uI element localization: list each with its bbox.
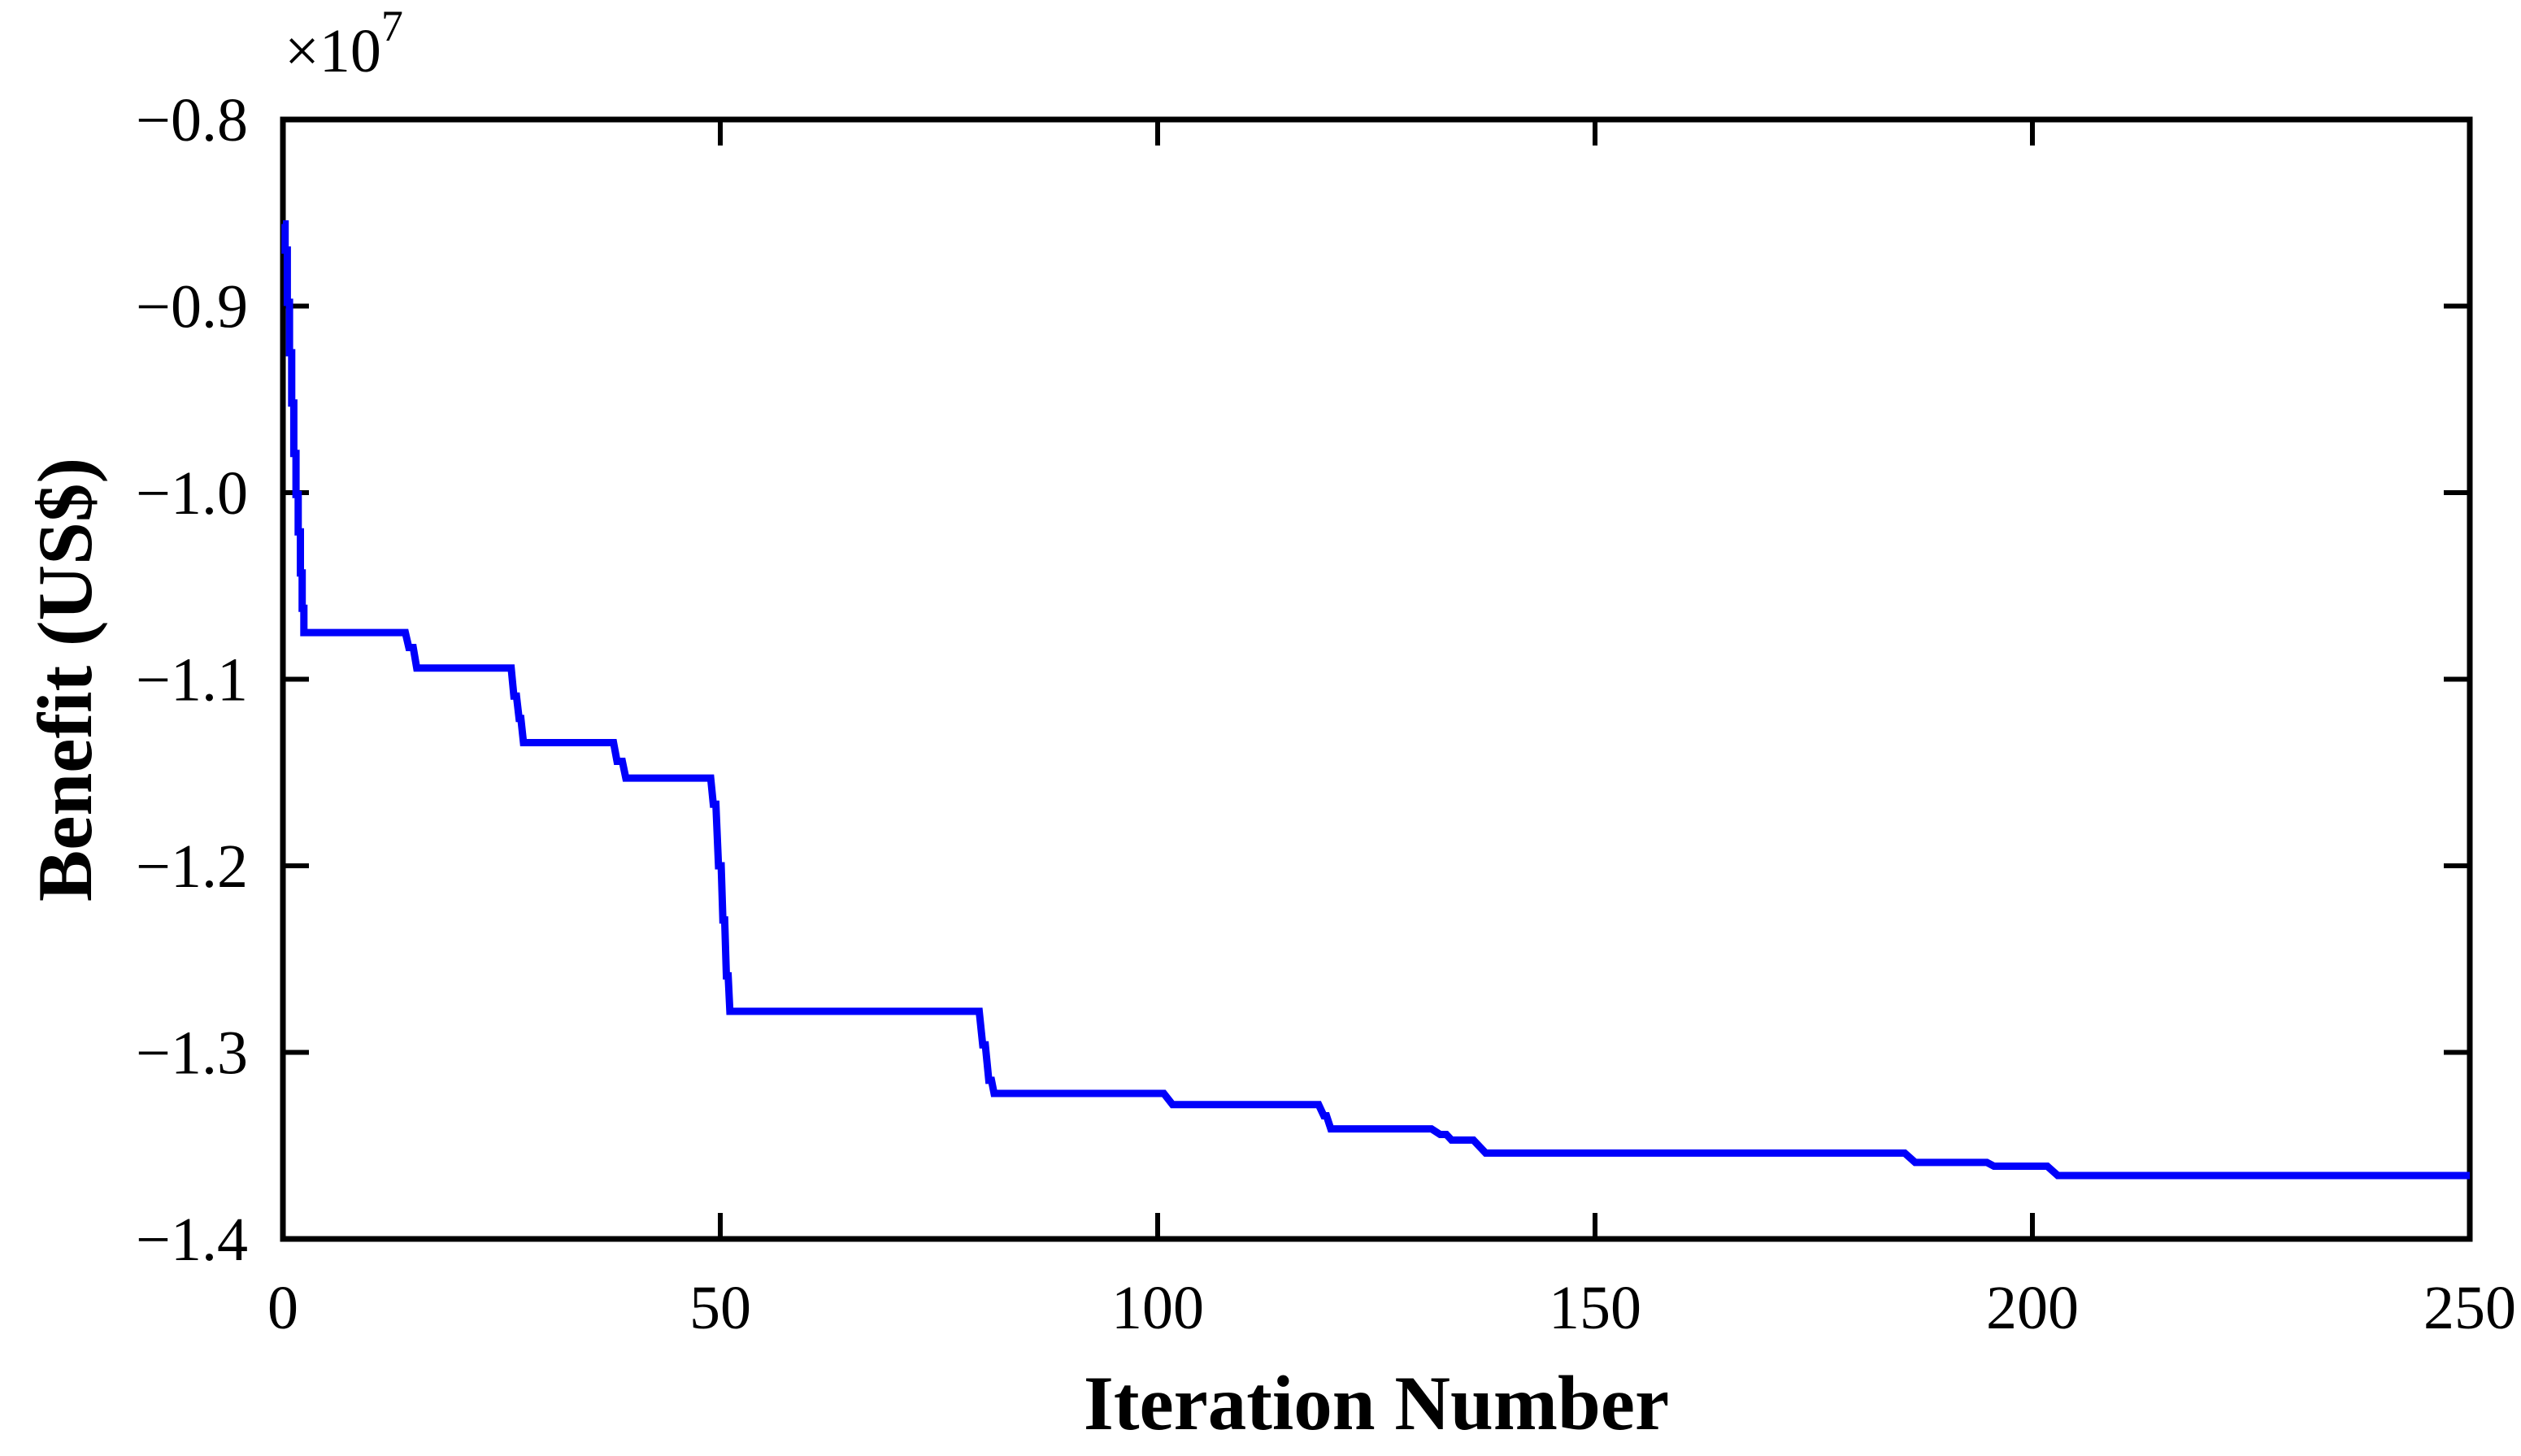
x-tick-label: 250 <box>2423 1274 2516 1342</box>
y-tick-label: −1.2 <box>136 832 248 901</box>
x-tick-label: 100 <box>1111 1274 1204 1342</box>
axis-tick-labels: 0 50 100 150 200 250 −0.8 −0.9 −1.0 −1.1 −1.2 −1.3 −… <box>136 86 2516 1342</box>
y-tick-label: −1.0 <box>136 459 248 528</box>
y-axis-title: Benefit (US$) <box>22 458 108 902</box>
benefit-series-line <box>281 220 2470 1180</box>
y-tick-label: −0.9 <box>136 273 248 341</box>
x-tick-label: 0 <box>267 1274 298 1342</box>
y-axis-offset-base: ×10 <box>285 17 381 85</box>
x-tick-label: 50 <box>689 1274 751 1342</box>
y-tick-label: −1.4 <box>136 1206 248 1274</box>
y-tick-label: −1.3 <box>136 1019 248 1088</box>
y-tick-label: −0.8 <box>136 86 248 154</box>
plot-border <box>280 116 2473 1242</box>
y-axis-offset-label: ×107 <box>285 2 403 85</box>
y-axis-offset-exponent: 7 <box>381 2 403 50</box>
x-tick-label: 200 <box>1986 1274 2079 1342</box>
axis-ticks <box>280 117 2472 1241</box>
y-tick-label: −1.1 <box>136 646 248 715</box>
x-tick-label: 150 <box>1549 1274 1641 1342</box>
x-axis-title: Iteration Number <box>1084 1360 1669 1446</box>
